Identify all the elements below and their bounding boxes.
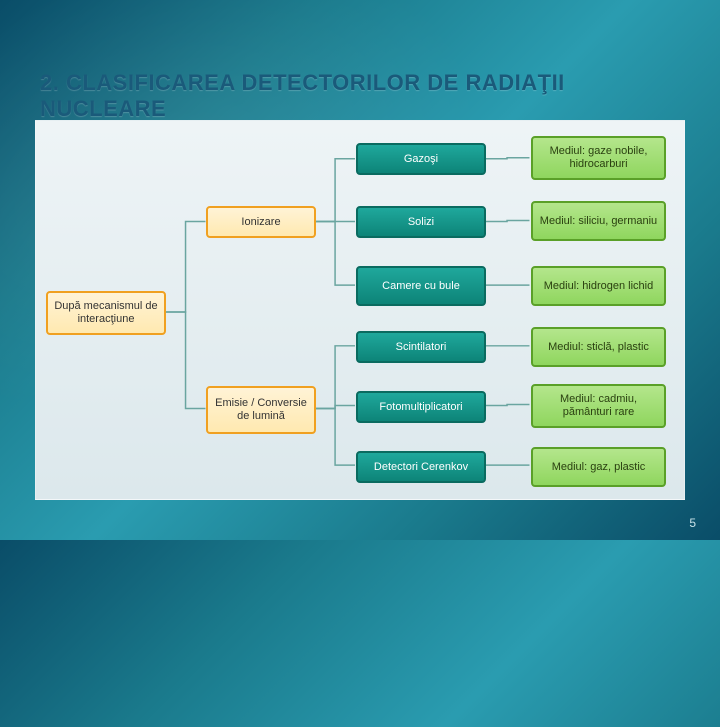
node-mfot: Mediul: cadmiu, pământuri rare: [531, 384, 666, 428]
node-fot: Fotomultiplicatori: [356, 391, 486, 423]
node-sol: Solizi: [356, 206, 486, 238]
node-cam: Camere cu bule: [356, 266, 486, 306]
node-sci: Scintilatori: [356, 331, 486, 363]
node-mcam: Mediul: hidrogen lichid: [531, 266, 666, 306]
page-title: 2. CLASIFICAREA DETECTORILOR DE RADIAŢII…: [40, 70, 680, 122]
node-mcer: Mediul: gaz, plastic: [531, 447, 666, 487]
node-mgaz: Mediul: gaze nobile, hidrocarburi: [531, 136, 666, 180]
node-ion: Ionizare: [206, 206, 316, 238]
tree-diagram: După mecanismul de interacţiune Ionizare E…: [35, 120, 685, 500]
node-root: După mecanismul de interacţiune: [46, 291, 166, 335]
node-emi: Emisie / Conversie de lumină: [206, 386, 316, 434]
node-msol: Mediul: siliciu, germaniu: [531, 201, 666, 241]
node-msci: Mediul: sticlă, plastic: [531, 327, 666, 367]
page-number: 5: [689, 516, 696, 530]
node-cer: Detectori Cerenkov: [356, 451, 486, 483]
node-gaz: Gazoşi: [356, 143, 486, 175]
